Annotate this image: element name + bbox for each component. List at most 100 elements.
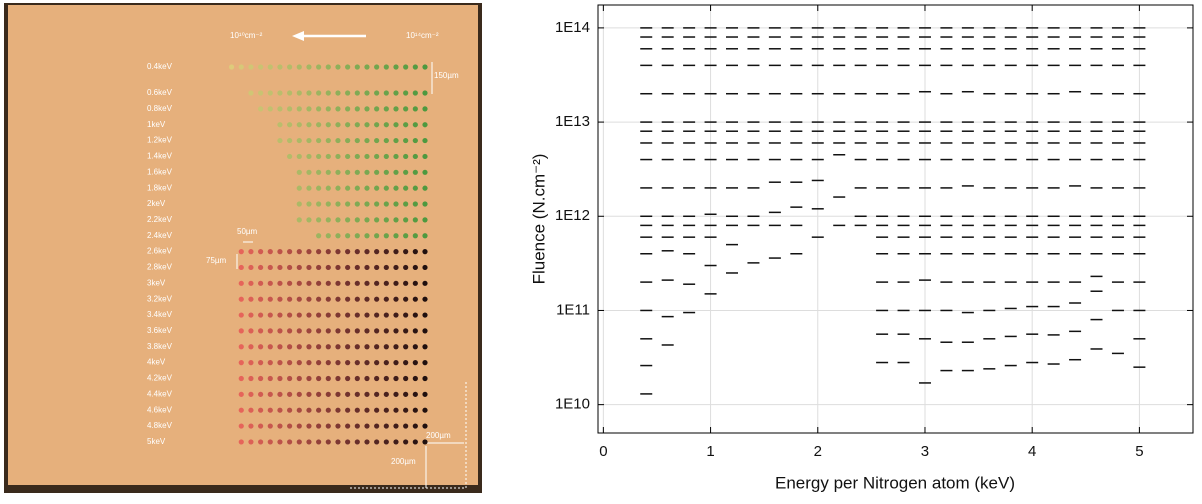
implant-dot: [238, 249, 244, 255]
row-label: 3.4keV: [147, 310, 173, 319]
implant-dot: [316, 264, 322, 271]
implant-dot: [403, 439, 409, 445]
implant-dot: [422, 264, 428, 271]
y-tick-label: 1E10: [555, 396, 590, 413]
implant-dot: [335, 375, 341, 382]
implant-dot: [325, 391, 331, 397]
row-label: 0.8keV: [147, 104, 173, 113]
implant-dot: [422, 64, 428, 70]
row-label: 2.8keV: [147, 263, 173, 272]
implant-dot: [345, 169, 351, 175]
implant-dot: [316, 296, 322, 302]
implant-dot: [306, 169, 312, 175]
implant-dot: [325, 360, 331, 366]
implant-dot: [306, 312, 312, 318]
implant-dot: [345, 233, 351, 239]
implant-dot: [364, 360, 370, 366]
implant-dot: [248, 375, 254, 382]
implant-dot: [277, 137, 283, 144]
implant-dot: [296, 375, 302, 382]
implant-dot: [306, 264, 312, 271]
implant-dot: [258, 360, 264, 366]
implant-dot: [335, 360, 341, 366]
implant-dot: [412, 153, 418, 160]
implant-dot: [422, 280, 428, 286]
implant-dot: [393, 249, 399, 255]
implant-dot: [306, 122, 312, 128]
implant-dot: [354, 360, 360, 366]
implant-dot: [287, 137, 293, 144]
implant-dot: [287, 90, 293, 96]
implant-dot: [306, 137, 312, 144]
implant-dot: [229, 64, 235, 70]
implant-dot: [325, 90, 331, 96]
implant-dot: [325, 264, 331, 271]
implant-dot: [383, 169, 389, 175]
implant-dot: [325, 153, 331, 160]
implant-dot: [316, 328, 322, 334]
implant-dot: [422, 122, 428, 128]
implant-dot: [316, 360, 322, 366]
implant-dot: [412, 280, 418, 286]
implant-dot: [316, 407, 322, 413]
implant-dot: [345, 312, 351, 318]
implant-dot: [238, 360, 244, 366]
implant-dot: [364, 296, 370, 302]
implant-dot: [258, 280, 264, 286]
implant-dot: [412, 344, 418, 350]
implant-dot: [412, 312, 418, 318]
implant-dot: [258, 264, 264, 271]
implant-dot: [383, 360, 389, 366]
implant-dot: [364, 264, 370, 271]
implant-dot: [316, 169, 322, 175]
implant-dot: [354, 233, 360, 239]
implant-dot: [238, 280, 244, 286]
row-label: 5keV: [147, 437, 166, 446]
implant-dot: [403, 153, 409, 160]
implant-dot: [335, 90, 341, 96]
implant-dot: [287, 249, 293, 255]
implant-dot: [335, 122, 341, 128]
implant-dot: [325, 169, 331, 175]
row-label: 4.6keV: [147, 405, 173, 414]
implant-dot: [325, 106, 331, 112]
x-tick-label: 0: [599, 443, 607, 460]
implant-dot: [374, 296, 380, 302]
implant-dot: [306, 296, 312, 302]
plot-area: [598, 5, 1193, 433]
implant-dot: [354, 328, 360, 334]
y-tick-label: 1E11: [556, 301, 590, 318]
implant-dot: [403, 249, 409, 255]
implant-dot: [345, 185, 351, 191]
implant-dot: [383, 264, 389, 271]
implant-dot: [422, 153, 428, 160]
row-label: 4.2keV: [147, 374, 173, 383]
implant-dot: [296, 360, 302, 366]
implant-dot: [335, 407, 341, 413]
implant-dot: [354, 423, 360, 429]
implant-dot: [267, 375, 273, 382]
implant-dot: [422, 106, 428, 112]
implant-dot: [238, 344, 244, 350]
implant-dot: [238, 439, 244, 445]
implant-dot: [287, 360, 293, 366]
implant-dot: [383, 375, 389, 382]
implant-dot: [325, 217, 331, 223]
implant-dot: [258, 312, 264, 318]
implant-dot: [383, 280, 389, 286]
implant-dot: [325, 439, 331, 445]
implant-dot: [345, 153, 351, 160]
implant-dot: [287, 296, 293, 302]
implant-dot: [383, 137, 389, 144]
implant-dot: [422, 312, 428, 318]
implant-dot: [277, 64, 283, 70]
implant-dot: [325, 296, 331, 302]
implant-dot: [296, 137, 302, 144]
implant-dot: [306, 328, 312, 334]
implant-dot: [345, 407, 351, 413]
implant-dot: [296, 423, 302, 429]
implant-dot: [287, 312, 293, 318]
row-label: 3.6keV: [147, 326, 173, 335]
implant-dot: [354, 90, 360, 96]
implant-dot: [325, 375, 331, 382]
